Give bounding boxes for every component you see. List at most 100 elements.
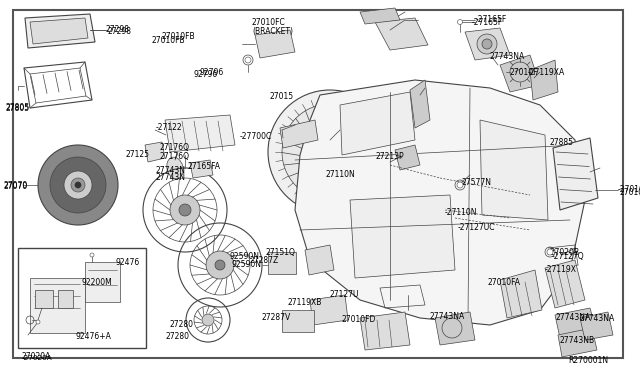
Text: 27070: 27070 <box>4 182 28 190</box>
Circle shape <box>206 251 234 279</box>
Circle shape <box>268 90 392 214</box>
Bar <box>58 290 73 308</box>
Text: 27010FB: 27010FB <box>162 32 196 41</box>
Polygon shape <box>553 138 598 210</box>
Polygon shape <box>190 160 213 178</box>
Polygon shape <box>350 195 455 278</box>
Text: 27805: 27805 <box>5 103 29 112</box>
Text: 27213P: 27213P <box>375 152 404 161</box>
Text: 27119XB: 27119XB <box>288 298 323 307</box>
Text: 27287Z: 27287Z <box>250 256 279 265</box>
Text: 27151Q: 27151Q <box>265 248 295 257</box>
Text: 27010FB: 27010FB <box>152 36 186 45</box>
Circle shape <box>202 314 214 326</box>
Circle shape <box>547 249 553 255</box>
Circle shape <box>477 34 497 54</box>
Text: (BRACKET): (BRACKET) <box>252 27 293 36</box>
Text: -27700C: -27700C <box>240 132 272 141</box>
Text: -27122: -27122 <box>156 123 182 132</box>
Polygon shape <box>255 30 295 58</box>
Circle shape <box>75 182 81 188</box>
Polygon shape <box>295 80 585 325</box>
Polygon shape <box>410 80 430 128</box>
Text: 92796: 92796 <box>200 68 224 77</box>
Circle shape <box>179 204 191 216</box>
Text: 27743N: 27743N <box>155 173 185 182</box>
Text: 27280: 27280 <box>170 320 194 329</box>
Text: 92476+A: 92476+A <box>75 332 111 341</box>
Text: -27165F: -27165F <box>472 18 503 27</box>
Polygon shape <box>30 18 88 44</box>
Circle shape <box>64 171 92 199</box>
Text: 27070: 27070 <box>4 182 28 191</box>
Text: 27165FA: 27165FA <box>188 162 221 171</box>
Text: 27743NB: 27743NB <box>560 336 595 345</box>
Polygon shape <box>280 120 318 148</box>
Polygon shape <box>310 295 348 325</box>
Text: 27280: 27280 <box>165 332 189 341</box>
Text: 27176Q: 27176Q <box>160 152 190 161</box>
Text: -27127Q: -27127Q <box>552 252 584 261</box>
Circle shape <box>38 145 118 225</box>
Text: -27110N: -27110N <box>445 208 477 217</box>
Text: -27165F: -27165F <box>476 16 508 25</box>
Text: 27110N: 27110N <box>325 170 355 179</box>
Polygon shape <box>305 245 334 275</box>
Polygon shape <box>360 8 400 24</box>
Ellipse shape <box>167 157 183 179</box>
Polygon shape <box>480 120 548 220</box>
Text: -27010: -27010 <box>618 186 640 195</box>
Polygon shape <box>545 260 585 308</box>
Polygon shape <box>465 28 510 60</box>
Bar <box>85 262 120 302</box>
Polygon shape <box>360 312 410 350</box>
Circle shape <box>170 195 200 225</box>
Circle shape <box>215 260 225 270</box>
Polygon shape <box>500 55 540 92</box>
Text: 92476: 92476 <box>115 258 140 267</box>
Text: 92590N: 92590N <box>229 252 259 261</box>
Text: 27176Q: 27176Q <box>160 143 190 152</box>
Text: 92200M: 92200M <box>82 278 113 287</box>
Text: 27298: 27298 <box>108 27 132 36</box>
Text: 27125: 27125 <box>125 150 149 159</box>
Circle shape <box>482 39 492 49</box>
Text: -27119XA: -27119XA <box>528 68 565 77</box>
Circle shape <box>458 19 463 25</box>
Text: 27020A: 27020A <box>22 352 51 361</box>
Text: -27119X: -27119X <box>545 265 577 274</box>
Polygon shape <box>558 328 597 357</box>
Text: 27010F: 27010F <box>510 68 538 77</box>
Text: 27015: 27015 <box>270 92 294 101</box>
Text: 27743NA: 27743NA <box>555 313 590 322</box>
Text: 27010FD: 27010FD <box>342 315 376 324</box>
Text: 92590N: 92590N <box>232 260 262 269</box>
Circle shape <box>50 157 106 213</box>
Text: 27805: 27805 <box>5 104 29 113</box>
Text: 27010: 27010 <box>619 188 640 197</box>
Polygon shape <box>500 270 542 318</box>
Text: 92796: 92796 <box>193 70 217 79</box>
Text: 27743NA: 27743NA <box>430 312 465 321</box>
Bar <box>18 248 146 348</box>
Polygon shape <box>580 312 613 340</box>
Bar <box>282 310 314 332</box>
Bar <box>268 252 296 274</box>
Polygon shape <box>555 308 596 338</box>
Circle shape <box>245 57 251 63</box>
Text: -27020B: -27020B <box>548 248 580 257</box>
Text: 27885: 27885 <box>550 138 574 147</box>
Text: 27577N: 27577N <box>462 178 492 187</box>
Text: 27298: 27298 <box>106 26 130 35</box>
Polygon shape <box>530 60 558 100</box>
Polygon shape <box>145 142 165 162</box>
Polygon shape <box>395 145 420 170</box>
Text: 27010FC: 27010FC <box>252 18 285 27</box>
Polygon shape <box>340 92 415 155</box>
Circle shape <box>457 182 463 188</box>
Polygon shape <box>165 115 235 152</box>
Bar <box>30 278 85 333</box>
Circle shape <box>36 320 40 324</box>
Text: -27127UC: -27127UC <box>458 223 495 232</box>
Text: 27743NA: 27743NA <box>580 314 615 323</box>
